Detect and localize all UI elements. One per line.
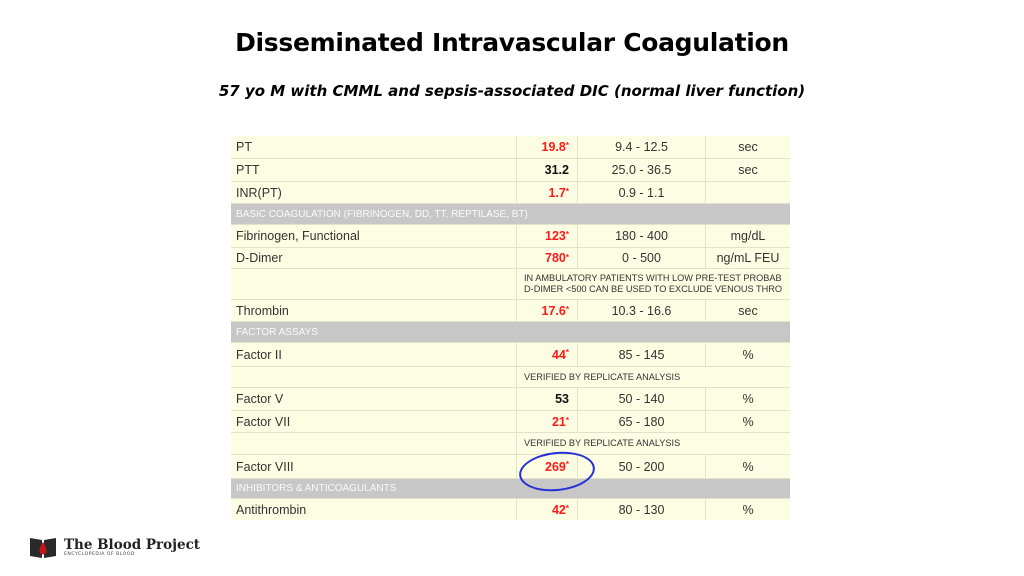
replicate-comment: VERIFIED BY REPLICATE ANALYSIS (524, 438, 681, 448)
section-header-factor-assays: FACTOR ASSAYS (231, 322, 790, 343)
lab-row-fibrinogen: Fibrinogen, Functional 123 * 180 - 400 mg… (231, 225, 790, 248)
lab-row-factor-v: Factor V 53 50 - 140 % (231, 388, 790, 411)
page-title: Disseminated Intravascular Coagulation (235, 28, 789, 57)
logo-name: The Blood Project (64, 536, 201, 553)
logo-tagline: ENCYCLOPEDIA OF BLOOD (64, 551, 135, 557)
d-dimer-comment: IN AMBULATORY PATIENTS WITH LOW PRE-TEST… (517, 269, 790, 299)
section-label: FACTOR ASSAYS (236, 326, 318, 338)
reference-range: 25.0 - 36.5 (578, 159, 706, 181)
factor-ii-comment-row: VERIFIED BY REPLICATE ANALYSIS (231, 367, 790, 388)
reference-range: 10.3 - 16.6 (578, 300, 706, 321)
blood-drop-icon (39, 542, 47, 555)
lab-row-factor-vii: Factor VII 21 * 65 - 180 % (231, 411, 790, 433)
lab-row-antithrombin: Antithrombin 42 * 80 - 130 % (231, 499, 790, 520)
lab-row-factor-viii: Factor VIII 269 * 50 - 200 % (231, 455, 790, 479)
test-value: 31.2 (517, 159, 578, 181)
unit: % (742, 459, 754, 474)
the-blood-project-logo: The Blood Project ENCYCLOPEDIA OF BLOOD (28, 534, 200, 560)
unit: % (742, 347, 754, 362)
reference-range: 85 - 145 (578, 343, 706, 366)
reference-range: 0.9 - 1.1 (578, 182, 706, 203)
unit (706, 182, 790, 203)
open-book-icon (30, 538, 56, 558)
test-value: 44 * (517, 343, 578, 366)
unit: % (742, 414, 754, 429)
test-name: Thrombin (231, 300, 517, 321)
case-subtitle: 57 yo M with CMML and sepsis-associated … (218, 82, 806, 100)
unit: % (742, 502, 754, 517)
section-header-basic-coagulation: BASIC COAGULATION (FIBRINOGEN, DD, TT, R… (231, 204, 790, 225)
test-name: Antithrombin (231, 499, 517, 520)
comment-line: IN AMBULATORY PATIENTS WITH LOW PRE-TEST… (524, 273, 782, 283)
reference-range: 9.4 - 12.5 (578, 136, 706, 158)
empty-cell (231, 269, 517, 299)
test-value: 780 * (517, 248, 578, 268)
test-name: Factor II (231, 343, 517, 366)
test-value: 53 (517, 388, 578, 410)
unit: % (742, 392, 754, 406)
unit: ng/mL FEU (716, 251, 780, 265)
reference-range: 0 - 500 (578, 248, 706, 268)
d-dimer-comment-row: IN AMBULATORY PATIENTS WITH LOW PRE-TEST… (231, 269, 790, 300)
test-name: INR(PT) (231, 182, 517, 203)
reference-range: 65 - 180 (578, 411, 706, 432)
test-value: 42 * (517, 499, 578, 520)
unit: sec (738, 140, 758, 154)
lab-row-thrombin: Thrombin 17.6 * 10.3 - 16.6 sec (231, 300, 790, 322)
unit: sec (738, 303, 758, 318)
unit: sec (738, 163, 758, 177)
test-name: PTT (231, 159, 517, 181)
test-value: 1.7 * (517, 182, 578, 203)
replicate-comment: VERIFIED BY REPLICATE ANALYSIS (524, 371, 681, 382)
lab-row-factor-ii: Factor II 44 * 85 - 145 % (231, 343, 790, 367)
factor-vii-comment-row: VERIFIED BY REPLICATE ANALYSIS (231, 433, 790, 455)
test-name: Factor V (231, 388, 517, 410)
section-header-inhibitors: INHIBITORS & ANTICOAGULANTS (231, 479, 790, 499)
reference-range: 180 - 400 (578, 225, 706, 247)
reference-range: 80 - 130 (578, 499, 706, 520)
test-value: 269 * (517, 455, 578, 478)
reference-range: 50 - 200 (578, 455, 706, 478)
test-name: Fibrinogen, Functional (231, 225, 517, 247)
section-label: INHIBITORS & ANTICOAGULANTS (236, 483, 397, 494)
lab-row-d-dimer: D-Dimer 780 * 0 - 500 ng/mL FEU (231, 248, 790, 269)
empty-cell (231, 367, 517, 387)
coagulation-lab-table: PT 19.8 * 9.4 - 12.5 sec PTT 31.2 25.0 - … (231, 136, 790, 520)
test-name: Factor VIII (231, 455, 517, 478)
test-value: 17.6 * (517, 300, 578, 321)
test-name: D-Dimer (231, 248, 517, 268)
empty-cell (231, 433, 517, 454)
test-name: PT (231, 136, 517, 158)
test-value: 123 * (517, 225, 578, 247)
comment-line: D-DIMER <500 CAN BE USED TO EXCLUDE VENO… (524, 284, 783, 294)
test-name: Factor VII (231, 411, 517, 432)
lab-row-pt: PT 19.8 * 9.4 - 12.5 sec (231, 136, 790, 159)
lab-row-inr: INR(PT) 1.7 * 0.9 - 1.1 (231, 182, 790, 204)
unit: mg/dL (730, 229, 766, 243)
section-label: BASIC COAGULATION (FIBRINOGEN, DD, TT, R… (236, 208, 528, 220)
test-value: 19.8 * (517, 136, 578, 158)
reference-range: 50 - 140 (578, 388, 706, 410)
lab-row-ptt: PTT 31.2 25.0 - 36.5 sec (231, 159, 790, 182)
test-value: 21 * (517, 411, 578, 432)
